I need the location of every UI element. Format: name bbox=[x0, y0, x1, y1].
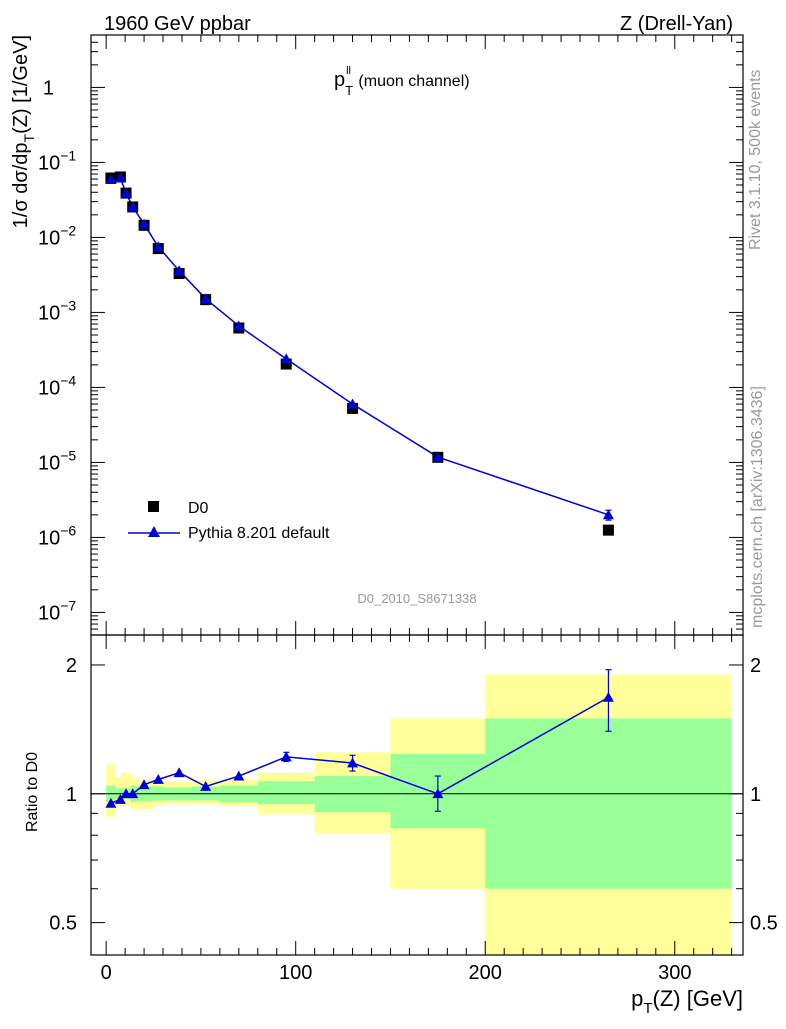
legend-marker-pythia bbox=[148, 526, 160, 537]
legend: D0 Pythia 8.201 default bbox=[128, 500, 330, 542]
pythia-data-point bbox=[120, 187, 132, 198]
main-series-layer bbox=[105, 171, 614, 536]
main-y-label-part1: 1/σ dσ/dp bbox=[10, 142, 32, 228]
main-y-tick-label: 10−2 bbox=[38, 222, 76, 249]
main-panel-frame bbox=[90, 34, 744, 636]
ratio-series-layer bbox=[105, 669, 614, 812]
x-axis-label: pT(Z) [GeV] bbox=[631, 986, 743, 1017]
pythia-data-point bbox=[280, 353, 292, 364]
ratio-data-point bbox=[280, 751, 292, 762]
ratio-data-point bbox=[200, 780, 212, 791]
main-y-tick-label-base: 10 bbox=[38, 377, 60, 399]
ratio-data-point bbox=[432, 788, 444, 799]
pythia-data-point bbox=[173, 265, 185, 276]
legend-label-d0: D0 bbox=[188, 500, 209, 517]
rivet-version-label: Rivet 3.1.10, 500k events bbox=[747, 69, 764, 250]
x-label-part2: (Z) [GeV] bbox=[653, 986, 743, 1011]
ratio-data-point bbox=[138, 779, 150, 790]
main-y-tick-label-exp: −6 bbox=[60, 522, 76, 538]
main-y-tick-label-exp: −2 bbox=[60, 222, 76, 238]
ratio-y-tick-label-left: 1 bbox=[66, 784, 77, 806]
pythia-data-point bbox=[127, 201, 139, 212]
ratio-data-point bbox=[233, 770, 245, 781]
ratio-ticks: 0.5 0.5 1 1 2 2 0 100 200 300 bbox=[49, 635, 778, 984]
main-y-tick-label-base: 10 bbox=[38, 602, 60, 624]
ratio-data-point bbox=[173, 767, 185, 778]
main-y-tick-label-base: 10 bbox=[38, 302, 60, 324]
main-y-tick-label: 1 bbox=[43, 77, 54, 99]
mcplots-reference-label: mcplots.cern.ch [arXiv:1306.3436] bbox=[749, 386, 766, 628]
main-y-tick-label-exp: −3 bbox=[60, 297, 76, 313]
ratio-y-tick-label-left: 2 bbox=[66, 655, 77, 677]
legend-marker-d0 bbox=[148, 501, 159, 512]
pythia-data-point bbox=[152, 241, 164, 252]
plot-title-main: p bbox=[334, 69, 345, 91]
ratio-y-tick-label-right: 2 bbox=[750, 655, 761, 677]
main-panel: 10−710−610−510−410−310−210−11 pTll (muon… bbox=[10, 34, 744, 636]
x-tick-label: 0 bbox=[101, 962, 112, 984]
x-tick-label: 300 bbox=[658, 962, 691, 984]
main-y-tick-label-base: 10 bbox=[38, 227, 60, 249]
d0-data-point bbox=[602, 524, 614, 536]
main-y-tick-label: 10−7 bbox=[38, 597, 76, 624]
main-y-tick-label-exp: −5 bbox=[60, 447, 76, 463]
pythia-data-point bbox=[114, 172, 126, 183]
main-y-tick-label-exp: −7 bbox=[60, 597, 76, 613]
ratio-y-tick-label-right: 1 bbox=[750, 784, 761, 806]
main-y-tick-label-base: 10 bbox=[38, 452, 60, 474]
main-y-tick-label: 10−1 bbox=[38, 147, 76, 174]
legend-label-pythia: Pythia 8.201 default bbox=[188, 525, 330, 542]
ratio-band-green bbox=[257, 781, 315, 805]
x-tick-label: 200 bbox=[469, 962, 502, 984]
main-y-tick-label: 10−6 bbox=[38, 522, 76, 549]
ratio-data-point bbox=[347, 757, 359, 768]
ratio-y-tick-label-left: 0.5 bbox=[49, 913, 77, 935]
pythia-data-point bbox=[233, 320, 245, 331]
analysis-id-watermark: D0_2010_S8671338 bbox=[357, 591, 476, 606]
main-y-label-sub: T bbox=[21, 133, 37, 142]
pythia-data-point bbox=[602, 509, 614, 520]
ratio-data-point bbox=[127, 788, 139, 799]
pythia-data-point bbox=[200, 293, 212, 304]
main-ticks: 10−710−610−510−410−310−210−11 bbox=[38, 34, 743, 636]
pythia-data-point bbox=[347, 398, 359, 409]
process-label: Z (Drell-Yan) bbox=[620, 13, 733, 35]
main-y-tick-label: 10−4 bbox=[38, 372, 76, 399]
ratio-band-green bbox=[485, 718, 732, 889]
ratio-data-point bbox=[114, 793, 126, 804]
d0-data-point bbox=[280, 358, 292, 370]
x-label-sub: T bbox=[643, 1000, 652, 1017]
pythia-line bbox=[110, 177, 609, 516]
x-label-part1: p bbox=[631, 986, 643, 1011]
main-y-tick-label: 10−5 bbox=[38, 447, 76, 474]
main-y-tick-label-base: 10 bbox=[38, 527, 60, 549]
ratio-panel-frame bbox=[90, 634, 744, 956]
main-y-axis-label: 1/σ dσ/dpT(Z) [1/GeV] bbox=[10, 35, 37, 228]
energy-label: 1960 GeV ppbar bbox=[104, 13, 251, 35]
main-y-tick-label-base: 10 bbox=[38, 152, 60, 174]
ratio-data-point bbox=[152, 773, 164, 784]
pythia-data-point bbox=[105, 174, 117, 185]
x-tick-label: 100 bbox=[279, 962, 312, 984]
ratio-panel: 0.5 0.5 1 1 2 2 0 100 200 300 Ratio to D0 pT(Z) [… bbox=[24, 634, 778, 1017]
ratio-data-point bbox=[105, 797, 117, 808]
pythia-data-point bbox=[138, 218, 150, 229]
main-y-tick-label-exp: −4 bbox=[60, 372, 76, 388]
plot-title-sub: T bbox=[345, 83, 353, 98]
ratio-band-layer bbox=[106, 674, 732, 955]
main-y-tick-label-exp: −1 bbox=[60, 147, 76, 163]
pythia-data-point bbox=[432, 451, 444, 462]
plot-title: pTll (muon channel) bbox=[334, 65, 470, 98]
plot-title-sup: ll bbox=[346, 65, 351, 77]
main-y-label-part2: (Z) [1/GeV] bbox=[10, 35, 32, 134]
ratio-y-tick-label-right: 0.5 bbox=[750, 913, 778, 935]
main-y-tick-label: 10−3 bbox=[38, 297, 76, 324]
plot-title-tail: (muon channel) bbox=[354, 73, 470, 90]
ratio-data-point bbox=[602, 691, 614, 702]
ratio-y-axis-label: Ratio to D0 bbox=[24, 752, 41, 832]
